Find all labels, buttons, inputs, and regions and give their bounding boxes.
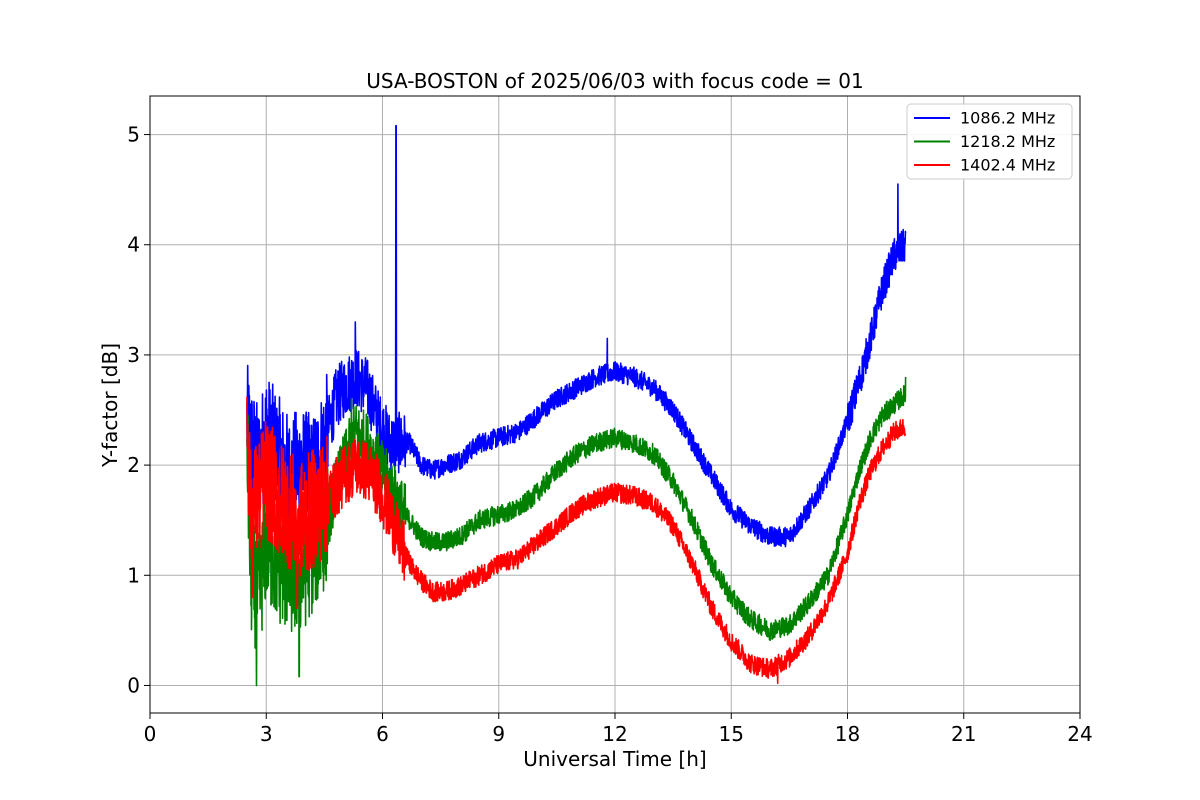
legend-label-2: 1402.4 MHz bbox=[960, 156, 1055, 175]
y-tick-label: 1 bbox=[127, 563, 140, 587]
x-tick-label: 21 bbox=[951, 722, 976, 746]
x-tick-label: 24 bbox=[1067, 722, 1092, 746]
chart-title: USA-BOSTON of 2025/06/03 with focus code… bbox=[366, 69, 863, 93]
legend-label-0: 1086.2 MHz bbox=[960, 109, 1055, 128]
y-tick-label: 4 bbox=[127, 233, 140, 257]
y-tick-label: 2 bbox=[127, 453, 140, 477]
x-axis-label: Universal Time [h] bbox=[523, 747, 706, 771]
legend-label-1: 1218.2 MHz bbox=[960, 132, 1055, 151]
y-tick-label: 3 bbox=[127, 343, 140, 367]
x-tick-label: 3 bbox=[260, 722, 273, 746]
x-tick-label: 12 bbox=[602, 722, 627, 746]
x-tick-label: 0 bbox=[144, 722, 157, 746]
legend: 1086.2 MHz 1218.2 MHz 1402.4 MHz bbox=[907, 104, 1072, 179]
y-tick-label: 5 bbox=[127, 123, 140, 147]
x-tick-label: 18 bbox=[835, 722, 860, 746]
x-tick-label: 9 bbox=[492, 722, 505, 746]
x-tick-label: 15 bbox=[719, 722, 744, 746]
y-axis-label: Y-factor [dB] bbox=[98, 343, 122, 468]
x-tick-label: 6 bbox=[376, 722, 389, 746]
y-tick-label: 0 bbox=[127, 673, 140, 697]
